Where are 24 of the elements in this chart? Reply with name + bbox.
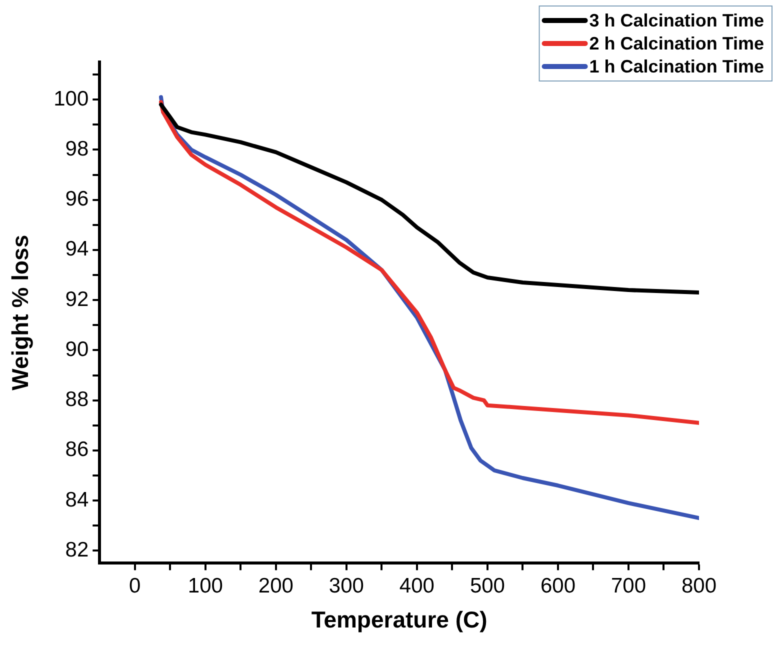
legend-label: 2 h Calcination Time [589, 33, 764, 54]
y-tick-label: 98 [65, 138, 89, 161]
y-tick-label: 88 [65, 388, 89, 412]
x-tick-label: 400 [399, 574, 434, 598]
x-tick-label: 0 [129, 574, 141, 598]
x-tick-label: 100 [188, 574, 223, 598]
x-axis-title: Temperature (C) [311, 606, 488, 633]
y-tick-label: 86 [65, 438, 89, 462]
x-tick-label: 500 [470, 574, 505, 598]
y-axis-title: Weight % loss [7, 234, 34, 390]
y-tick-label: 84 [65, 488, 89, 512]
x-tick-label: 600 [540, 574, 576, 598]
y-tick-label: 96 [65, 188, 89, 211]
y-tick-label: 94 [65, 238, 89, 261]
x-tick-label: 200 [258, 574, 294, 598]
x-tick-label: 700 [610, 574, 646, 598]
legend-label: 3 h Calcination Time [589, 10, 764, 30]
y-tick-label: 92 [65, 288, 89, 311]
y-tick-label: 100 [54, 87, 89, 110]
legend-label: 1 h Calcination Time [589, 56, 764, 76]
y-tick-label: 82 [65, 538, 89, 562]
x-tick-label: 300 [328, 574, 364, 598]
x-tick-label: 800 [681, 574, 717, 598]
y-tick-label: 90 [65, 338, 89, 361]
